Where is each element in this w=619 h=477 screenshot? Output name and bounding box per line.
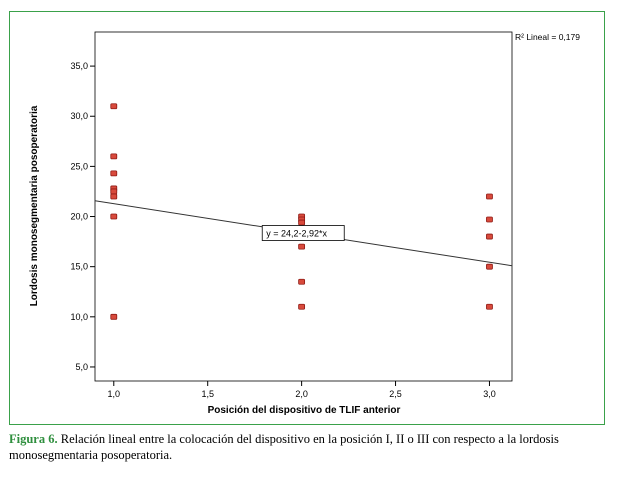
- y-tick-label: 20,0: [70, 212, 88, 222]
- data-points: [110, 103, 493, 320]
- data-point: [486, 193, 493, 200]
- data-point: [110, 313, 118, 320]
- plot-area: [94, 31, 513, 382]
- y-tick-label: 5,0: [75, 362, 88, 372]
- y-tick-label: 25,0: [70, 161, 88, 171]
- data-point: [298, 243, 306, 250]
- x-axis-title: Posición del dispositivo de TLIF anterio…: [208, 405, 401, 416]
- figure-caption: Figura 6. Relación lineal entre la coloc…: [9, 431, 609, 463]
- data-point: [298, 219, 306, 226]
- data-point: [110, 193, 118, 200]
- data-point: [486, 233, 493, 240]
- y-tick-label: 15,0: [70, 262, 88, 272]
- data-point: [110, 188, 118, 195]
- y-tick-label: 10,0: [70, 312, 88, 322]
- data-point: [110, 103, 118, 110]
- data-point: [486, 303, 493, 310]
- x-tick-label: 1,5: [201, 389, 214, 399]
- x-axis: 1,0 1,5 2,0 2,5 3,0: [108, 381, 496, 399]
- equation-box: [261, 225, 345, 241]
- figure-frame: 5,0 10,0 15,0 20,0 25,0 30,0 35,0 1,0 1,5 2,0 2,5…: [9, 11, 605, 425]
- r-squared-label: R² Lineal = 0,179: [515, 32, 580, 42]
- data-point: [486, 216, 493, 223]
- x-tick-label: 2,0: [295, 389, 308, 399]
- y-axis: 5,0 10,0 15,0 20,0 25,0 30,0 35,0: [70, 61, 95, 372]
- x-tick-label: 3,0: [483, 389, 496, 399]
- data-point: [298, 303, 306, 310]
- data-point: [110, 153, 118, 160]
- data-point: [298, 278, 306, 285]
- data-point: [110, 170, 118, 177]
- x-tick-label: 1,0: [108, 389, 121, 399]
- x-tick-label: 2,5: [389, 389, 402, 399]
- equation-text: y = 24,2-2,92*x: [266, 229, 327, 239]
- caption-label: Figura 6.: [9, 432, 58, 446]
- equation-label: y = 24,2-2,92*x: [261, 225, 345, 241]
- caption-text: Relación lineal entre la colocación del …: [9, 432, 559, 462]
- scatter-chart: 5,0 10,0 15,0 20,0 25,0 30,0 35,0 1,0 1,5 2,0 2,5…: [29, 31, 580, 416]
- y-axis-title: Lordosis monosegmentaria posoperatoria: [29, 105, 40, 306]
- y-tick-label: 35,0: [70, 61, 88, 71]
- data-point: [486, 263, 493, 270]
- y-tick-label: 30,0: [70, 111, 88, 121]
- data-point: [110, 213, 118, 220]
